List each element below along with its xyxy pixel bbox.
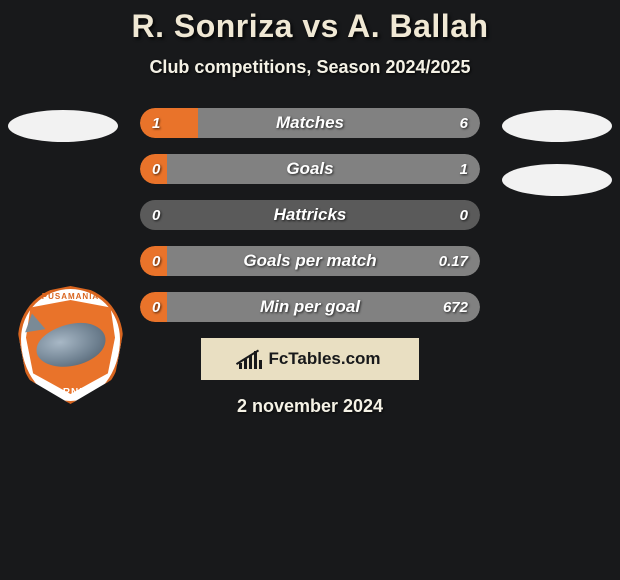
page-title: R. Sonriza vs A. Ballah: [0, 0, 620, 45]
stat-row: 16Matches: [140, 108, 480, 138]
logo-bars-icon: [239, 349, 262, 369]
stat-right-value: 0: [460, 200, 468, 230]
stat-row: 00Hattricks: [140, 200, 480, 230]
stat-left-value: 0: [152, 200, 160, 230]
stat-row: 01Goals: [140, 154, 480, 184]
stat-right-value: 1: [460, 154, 468, 184]
player-right-badge: [502, 164, 612, 196]
player-left-badge: [8, 110, 118, 142]
stat-left-value: 0: [152, 292, 160, 322]
stat-row: 00.17Goals per match: [140, 246, 480, 276]
stat-left-value: 0: [152, 154, 160, 184]
club-badge: PUSAMANIA ORNE: [18, 286, 123, 404]
stat-left-value: 1: [152, 108, 160, 138]
player-right-badge: [502, 110, 612, 142]
stat-right-value: 6: [460, 108, 468, 138]
club-badge-bottom-text: ORNE: [18, 387, 123, 398]
page-subtitle: Club competitions, Season 2024/2025: [0, 57, 620, 78]
fctables-logo: FcTables.com: [201, 338, 419, 380]
logo-text: FcTables.com: [268, 349, 380, 369]
stat-row: 0672Min per goal: [140, 292, 480, 322]
stat-left-value: 0: [152, 246, 160, 276]
stat-right-value: 672: [443, 292, 468, 322]
stat-right-value: 0.17: [439, 246, 468, 276]
club-badge-top-text: PUSAMANIA: [18, 292, 123, 301]
comparison-chart: PUSAMANIA ORNE 16Matches01Goals00Hattric…: [0, 108, 620, 322]
